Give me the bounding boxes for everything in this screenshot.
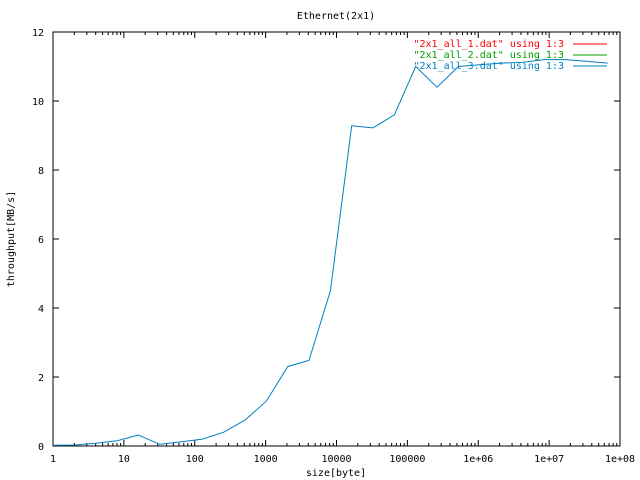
- x-tick-label: 10000: [321, 454, 351, 465]
- y-tick-label: 4: [38, 304, 44, 315]
- series-line-3: [52, 59, 608, 446]
- x-tick-label: 100000: [389, 454, 425, 465]
- x-tick-label: 10: [118, 454, 130, 465]
- x-axis: 1 10 100 1000 10000 100000 1e+06 1e+07 1e+08: [50, 32, 635, 465]
- x-tick-label: 1e+08: [605, 454, 635, 465]
- plot-frame: [52, 31, 621, 447]
- y-tick-label: 12: [32, 28, 44, 39]
- series-layer: [52, 59, 608, 446]
- y-axis: 0 2 4 6 8 10 12: [32, 28, 620, 453]
- x-axis-label: size[byte]: [306, 468, 366, 479]
- legend-label-1: "2x1_all_1.dat" using 1:3: [413, 39, 564, 50]
- chart-title: Ethernet(2x1): [297, 11, 375, 22]
- legend-label-3: "2x1_all_3.dat" using 1:3: [413, 61, 564, 72]
- x-tick-label: 100: [186, 454, 204, 465]
- x-tick-label: 1e+06: [463, 454, 493, 465]
- x-tick-label: 1000: [254, 454, 278, 465]
- y-tick-label: 6: [38, 235, 44, 246]
- x-tick-label: 1e+07: [534, 454, 564, 465]
- y-tick-label: 0: [38, 442, 44, 453]
- y-tick-label: 10: [32, 97, 44, 108]
- y-axis-label: throughput[MB/s]: [6, 191, 17, 287]
- y-tick-label: 8: [38, 166, 44, 177]
- legend: "2x1_all_1.dat" using 1:3"2x1_all_2.dat"…: [413, 39, 607, 72]
- y-tick-label: 2: [38, 373, 44, 384]
- legend-label-2: "2x1_all_2.dat" using 1:3: [413, 50, 564, 61]
- x-tick-label: 1: [50, 454, 56, 465]
